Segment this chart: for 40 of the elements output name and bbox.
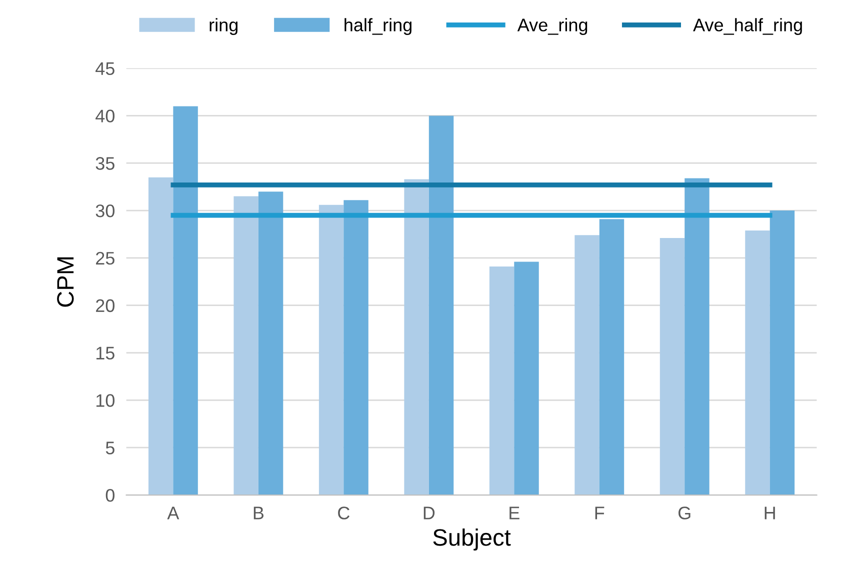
bar: [599, 219, 624, 496]
legend-label: Ave_ring: [517, 18, 588, 35]
bar: [514, 262, 539, 496]
y-axis-title: CPM: [57, 257, 74, 307]
bar: [574, 235, 600, 496]
y-tick-label: 45: [96, 62, 114, 75]
y-tick-label: 35: [96, 157, 114, 170]
bar: [684, 178, 710, 496]
bar: [489, 266, 514, 496]
x-tick-label: B: [254, 506, 264, 520]
bar: [404, 179, 429, 496]
y-tick-label: 5: [106, 442, 114, 454]
x-axis-title: Subject: [433, 528, 511, 551]
legend-label: ring: [210, 18, 238, 35]
bar: [344, 200, 368, 496]
x-tick-label: F: [595, 506, 604, 520]
bar: [173, 106, 198, 496]
bar: [318, 204, 344, 496]
bar: [745, 230, 770, 496]
bar: [234, 196, 258, 496]
y-tick-label: 0: [106, 488, 114, 502]
bar: [258, 192, 284, 496]
x-tick-label: D: [424, 506, 435, 520]
y-tick-label: 10: [96, 394, 114, 407]
bar: [770, 210, 795, 496]
bar: [660, 238, 685, 496]
bar: [428, 116, 454, 496]
y-tick-label: 40: [96, 110, 114, 122]
y-tick-label: 20: [96, 299, 114, 312]
x-tick-label: H: [764, 506, 775, 520]
x-tick-label: E: [510, 506, 520, 520]
x-tick-label: C: [338, 506, 350, 520]
bar: [148, 177, 174, 496]
legend-label: Ave_half_ring: [693, 18, 802, 35]
x-tick-label: G: [678, 506, 690, 520]
legend-label: half_ring: [344, 18, 412, 35]
x-tick-label: A: [167, 506, 180, 520]
y-tick-label: 15: [96, 346, 114, 360]
y-tick-label: 25: [96, 252, 114, 265]
y-tick-label: 30: [96, 204, 114, 218]
